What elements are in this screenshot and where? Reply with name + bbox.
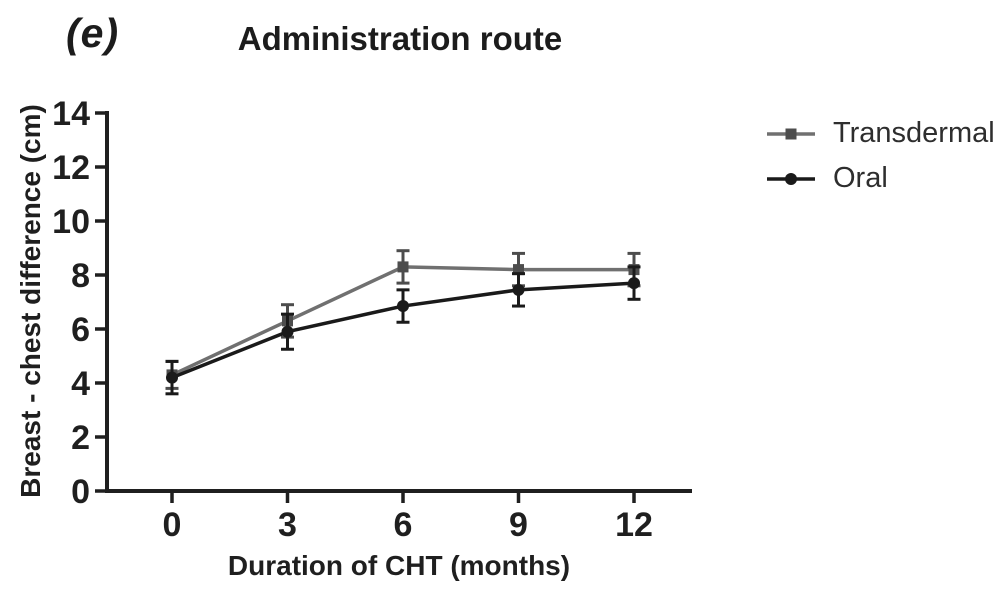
y-tick-label: 8	[71, 257, 90, 295]
data-point-oral	[166, 371, 178, 384]
data-point-transdermal	[513, 264, 524, 276]
data-point-transdermal	[397, 261, 409, 273]
y-tick-label: 6	[71, 311, 90, 349]
x-tick-label: 3	[278, 506, 297, 544]
x-tick-label: 0	[163, 506, 182, 544]
y-tick-label: 2	[71, 419, 90, 457]
x-axis-title: Duration of CHT (months)	[228, 550, 570, 581]
transdermal-legend-marker	[767, 128, 815, 139]
y-tick-label: 14	[52, 95, 90, 133]
legend-square-0	[785, 128, 797, 139]
data-point-oral	[512, 283, 525, 296]
legend-label-oral: Oral	[833, 162, 888, 194]
legend-item-oral: Oral	[766, 162, 995, 195]
data-point-oral	[628, 277, 640, 290]
legend: Transdermal Oral	[766, 117, 995, 195]
y-tick-label: 12	[52, 149, 90, 187]
x-tick-label: 9	[509, 506, 528, 544]
data-point-oral	[281, 325, 294, 338]
legend-label-transdermal: Transdermal	[833, 117, 995, 149]
y-tick-label: 0	[71, 473, 90, 511]
legend-circle-1	[785, 172, 797, 185]
panel-label: (e)	[66, 10, 120, 56]
chart-title: Administration route	[237, 20, 563, 57]
y-axis-title: Breast - chest difference (cm)	[15, 104, 46, 498]
oral-legend-marker	[767, 172, 815, 185]
x-tick-label: 12	[615, 506, 653, 544]
y-tick-label: 10	[52, 203, 90, 241]
legend-item-transdermal: Transdermal	[766, 117, 995, 150]
y-tick-label: 4	[71, 365, 90, 403]
data-point-oral	[397, 300, 409, 313]
x-tick-label: 6	[394, 506, 413, 544]
